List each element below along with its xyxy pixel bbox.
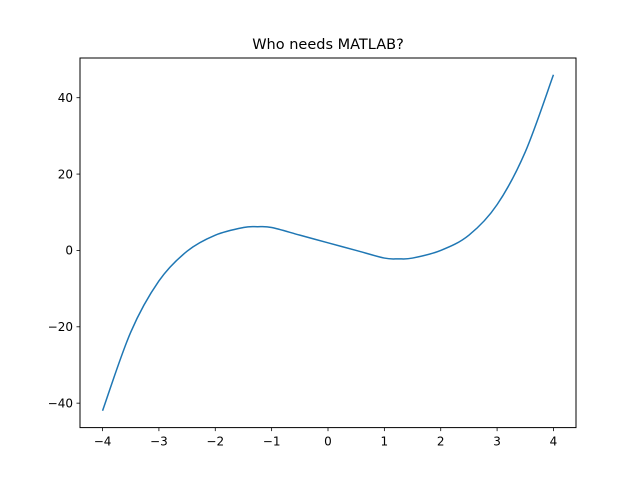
- ticks-layer: −4 −3 −2 −1 0 1 2 3 4 −40 −20 0 20 40: [48, 91, 558, 449]
- x-tick-label: −4: [94, 435, 112, 449]
- axes-frame: [79, 57, 577, 429]
- x-tick-label: 4: [550, 435, 558, 449]
- chart-title: Who needs MATLAB?: [252, 37, 404, 53]
- plot-layer: [101, 74, 555, 412]
- y-tick-label: 20: [58, 167, 73, 181]
- x-tick-label: −1: [263, 435, 281, 449]
- y-tick-label: 40: [58, 91, 73, 105]
- y-tick-label: 0: [65, 244, 73, 258]
- x-tick-label: 2: [437, 435, 445, 449]
- x-tick-label: 3: [493, 435, 501, 449]
- x-tick-label: 1: [381, 435, 389, 449]
- x-tick-label: −3: [150, 435, 168, 449]
- series-line-0: [101, 74, 555, 412]
- y-tick-label: −20: [48, 320, 73, 334]
- x-tick-label: 0: [324, 435, 332, 449]
- x-tick-label: −2: [206, 435, 224, 449]
- y-tick-label: −40: [48, 396, 73, 410]
